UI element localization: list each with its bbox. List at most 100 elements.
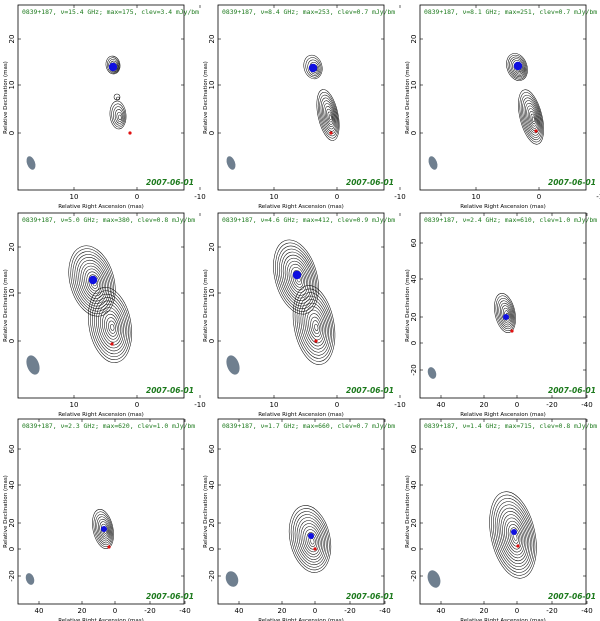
contour-line — [509, 56, 527, 79]
contour-line — [296, 517, 326, 563]
contour-line — [498, 507, 530, 564]
contour-line — [496, 504, 531, 567]
x-tick-label: 40 — [235, 607, 244, 615]
panel-title: 0839+187, ν=4.6 GHz; max=412, clev=0.9 m… — [222, 216, 395, 224]
y-tick-label: -20 — [208, 570, 216, 581]
contour-line — [99, 521, 110, 540]
contour-line — [108, 320, 116, 334]
component-marker-blue — [503, 314, 509, 320]
x-tick-label: 20 — [278, 607, 287, 615]
contour-panel: 0839+187, ν=1.4 GHz; max=715, clev=0.8 m… — [405, 418, 597, 621]
component-marker-red — [110, 342, 114, 346]
contour-line — [76, 257, 110, 307]
component-marker-red — [516, 544, 520, 548]
x-tick-label: 40 — [437, 607, 446, 615]
y-tick-label: 0 — [8, 131, 16, 135]
beam-ellipse — [226, 156, 236, 170]
contour-line — [525, 102, 540, 134]
contour-line — [113, 93, 121, 101]
contour-line — [523, 100, 541, 136]
contour-lines — [68, 245, 132, 363]
panel-title: 0839+187, ν=8.1 GHz; max=251, clev=0.7 m… — [424, 8, 597, 16]
beam-ellipse — [25, 573, 35, 585]
contour-line — [292, 511, 329, 568]
x-tick-label: -10 — [194, 193, 205, 201]
y-tick-label: -20 — [410, 570, 418, 581]
plot-frame — [419, 418, 587, 605]
y-tick-label: 0 — [208, 339, 216, 343]
x-tick-label: -10 — [394, 193, 405, 201]
panel-title: 0839+187, ν=8.4 GHz; max=253, clev=0.7 m… — [222, 8, 395, 16]
contour-line — [93, 511, 114, 548]
y-axis-title: Relative Declination (mas) — [203, 475, 209, 548]
contour-line — [502, 307, 511, 322]
y-tick-label: 40 — [410, 481, 418, 490]
x-tick-label: 0 — [335, 401, 339, 409]
contour-lines — [303, 54, 340, 141]
contour-line — [70, 248, 114, 314]
panel-date: 2007-06-01 — [346, 178, 394, 187]
x-tick-label: -40 — [581, 401, 592, 409]
x-axis-title: Relative Right Ascension (mas) — [460, 412, 546, 418]
contour-line — [82, 265, 105, 299]
beam-ellipse — [427, 570, 441, 588]
contour-line — [328, 114, 332, 121]
contour-line — [275, 242, 318, 312]
y-tick-label: 0 — [208, 131, 216, 135]
beam-ellipse — [226, 355, 240, 375]
x-tick-label: -20 — [546, 401, 557, 409]
contour-line — [327, 111, 333, 123]
x-tick-label: -10 — [394, 401, 405, 409]
plot-frame — [17, 418, 185, 605]
plot-frame — [419, 212, 587, 399]
y-axis-title: Relative Declination (mas) — [3, 61, 9, 134]
x-tick-label: 0 — [335, 193, 339, 201]
contour-line — [306, 309, 325, 344]
contour-lines — [494, 293, 516, 333]
contour-line — [92, 293, 129, 358]
y-tick-label: 40 — [410, 275, 418, 284]
contour-line — [98, 303, 124, 349]
plot-frame — [419, 4, 587, 191]
plot-frame — [17, 212, 185, 399]
panel-date: 2007-06-01 — [548, 386, 596, 395]
contour-line — [86, 271, 102, 294]
contour-line — [84, 268, 103, 297]
component-marker-red — [313, 547, 317, 551]
contour-line — [286, 260, 309, 296]
y-tick-label: 10 — [208, 289, 216, 298]
contour-line — [491, 494, 536, 576]
contour-line — [106, 317, 118, 337]
contour-line — [520, 94, 543, 141]
contour-line — [292, 269, 304, 288]
contour-line — [114, 109, 124, 124]
beam-ellipse — [26, 355, 40, 375]
contour-line — [494, 501, 533, 570]
x-tick-label: 0 — [135, 193, 139, 201]
beam-ellipse — [428, 156, 438, 170]
contour-line — [500, 511, 528, 562]
contour-line — [319, 94, 338, 137]
contour-line — [92, 509, 114, 549]
component-marker-blue — [511, 529, 517, 535]
y-tick-label: 20 — [208, 243, 216, 252]
component-marker-blue — [101, 526, 107, 532]
beam-ellipse — [26, 156, 36, 170]
contour-line — [294, 288, 334, 362]
contour-panel: 0839+187, ν=8.1 GHz; max=251, clev=0.7 m… — [405, 4, 600, 210]
component-marker-blue — [108, 62, 118, 72]
contour-line — [300, 523, 322, 558]
x-tick-label: -10 — [194, 401, 205, 409]
panel-date: 2007-06-01 — [146, 386, 194, 395]
contour-line — [494, 293, 516, 333]
component-marker-red — [128, 131, 132, 135]
contour-line — [489, 491, 537, 579]
x-tick-label: 0 — [515, 401, 519, 409]
contour-line — [317, 92, 339, 139]
contour-lines — [273, 239, 336, 365]
y-axis-title: Relative Declination (mas) — [203, 269, 209, 342]
contour-line — [102, 310, 121, 343]
x-tick-label: 10 — [70, 193, 79, 201]
y-axis-title: Relative Declination (mas) — [405, 269, 411, 342]
y-tick-label: 20 — [8, 35, 16, 44]
